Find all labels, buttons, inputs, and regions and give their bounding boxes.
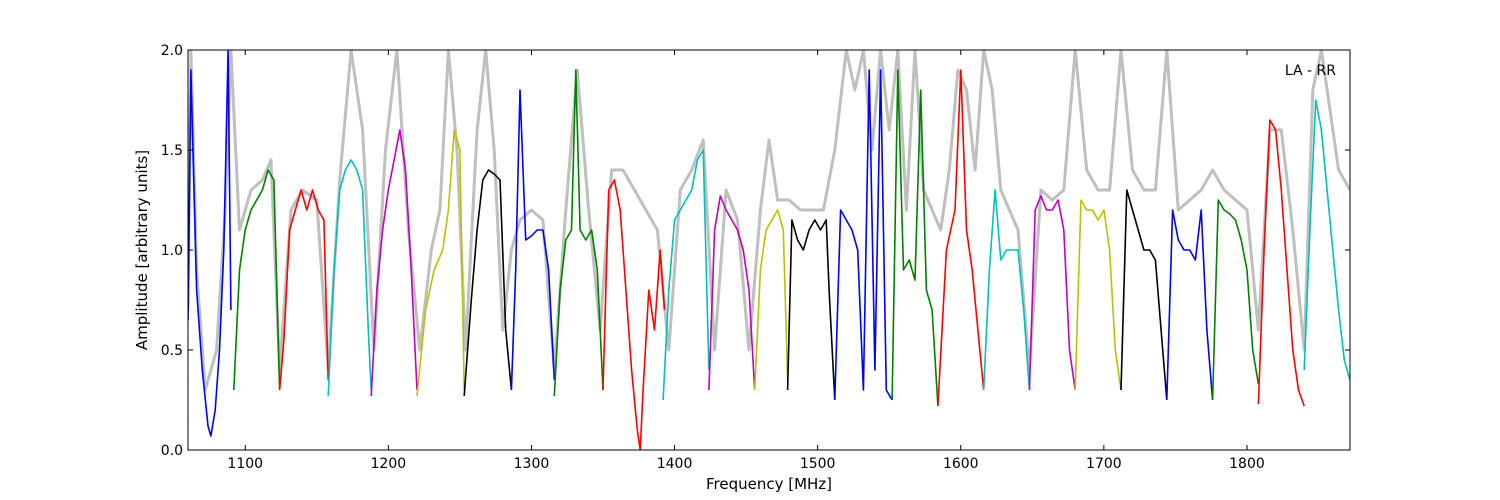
series-line-9 xyxy=(553,69,604,397)
x-tick-label: 1100 xyxy=(227,456,263,472)
y-tick-label: 2.0 xyxy=(161,43,183,59)
series-line-23 xyxy=(1211,199,1260,401)
y-tick-label: 1.0 xyxy=(161,243,183,259)
y-tick-label: 0.0 xyxy=(161,443,183,459)
series-layer xyxy=(188,50,1350,450)
series-line-11 xyxy=(662,149,710,401)
series-line-6 xyxy=(416,129,465,397)
x-axis-label: Frequency [MHz] xyxy=(706,475,832,493)
series-line-18 xyxy=(982,189,1031,391)
series-line-12 xyxy=(708,195,756,391)
series-line-3 xyxy=(278,189,329,391)
x-tick-label: 1400 xyxy=(657,456,693,472)
series-line-25 xyxy=(1303,99,1350,381)
series-line-21 xyxy=(1120,189,1168,401)
panel-annotation: LA - RR xyxy=(1285,63,1336,79)
series-line-8 xyxy=(510,89,556,391)
series-line-17 xyxy=(937,69,985,407)
series-line-19 xyxy=(1028,195,1076,391)
series-line-15 xyxy=(834,69,893,401)
series-line-1 xyxy=(188,50,232,437)
series-line-24 xyxy=(1257,119,1305,407)
x-tick-label: 1700 xyxy=(1086,456,1122,472)
x-tick-label: 1600 xyxy=(943,456,979,472)
series-line-20 xyxy=(1074,199,1122,391)
series-line-13 xyxy=(753,209,789,391)
y-axis-label: Amplitude [arbitrary units] xyxy=(133,150,151,350)
series-line-4 xyxy=(327,159,372,397)
series-line-5 xyxy=(370,129,418,397)
x-tick-label: 1500 xyxy=(800,456,836,472)
x-tick-label: 1300 xyxy=(514,456,550,472)
series-line-7 xyxy=(463,169,513,397)
series-line-14 xyxy=(786,219,836,401)
x-tick-label: 1200 xyxy=(371,456,407,472)
raw-spectrum-line xyxy=(188,50,1350,392)
axis-ticks: 1100 1200 1300 1400 1500 1600 1700 1800 0.0 0.5 1.… xyxy=(161,43,1350,472)
series-line-10 xyxy=(602,179,666,450)
y-tick-label: 0.5 xyxy=(161,343,183,359)
series-line-22 xyxy=(1166,209,1214,401)
series-line-16 xyxy=(891,69,939,407)
raw-spectrum-layer xyxy=(188,50,1350,392)
series-line-2 xyxy=(233,169,281,391)
x-tick-label: 1800 xyxy=(1229,456,1265,472)
y-tick-label: 1.5 xyxy=(161,143,183,159)
